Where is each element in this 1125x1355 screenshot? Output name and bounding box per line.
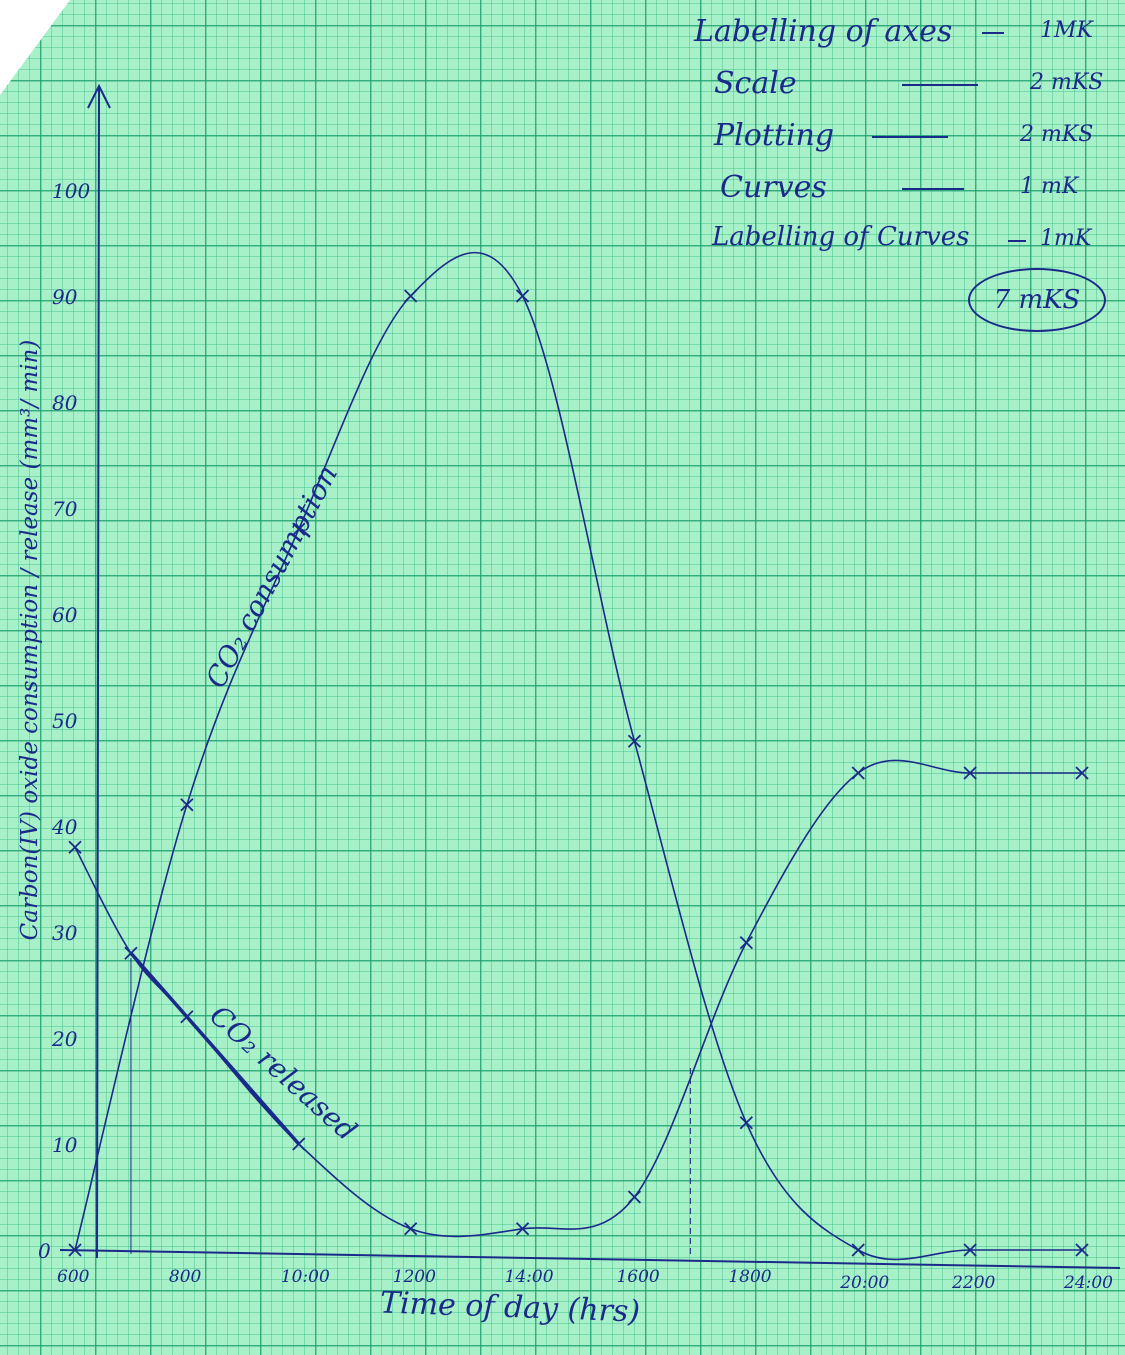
x-tick-label: 20:00	[839, 1273, 889, 1293]
data-point-co2-released	[627, 1190, 642, 1204]
data-point-co2-consumption	[739, 1116, 753, 1130]
marking-scheme: Labelling of axes 1MK Scale 2 mKS Plotti…	[690, 8, 1120, 268]
x-tick-label: 10:00	[281, 1267, 330, 1287]
data-markers	[68, 289, 1089, 1257]
marking-row: Plotting 2 mKS	[690, 112, 1120, 164]
data-point-co2-released	[180, 1010, 194, 1024]
data-point-co2-consumption	[68, 1243, 82, 1257]
x-tick-label: 1800	[728, 1267, 771, 1287]
y-axis-line	[96, 87, 100, 1259]
marking-row-label: Labelling of Curves	[712, 222, 970, 252]
marking-row-marks: 2 mKS	[1020, 122, 1094, 147]
data-point-co2-consumption	[404, 289, 418, 303]
data-point-co2-released	[515, 1222, 530, 1236]
y-tick-label: 30	[52, 921, 78, 945]
series-label-consumption: CO₂ consumption	[199, 460, 344, 694]
data-point-co2-consumption	[180, 798, 194, 812]
data-point-co2-consumption	[851, 1243, 865, 1257]
data-point-co2-consumption	[515, 289, 530, 303]
marking-row-marks: 2 mKS	[1030, 70, 1104, 95]
marking-dash	[902, 84, 978, 86]
data-point-co2-consumption	[292, 522, 306, 536]
y-tick-label: 10	[52, 1133, 78, 1157]
series-line-co2-consumption	[74, 251, 1083, 1261]
x-tick-label: 600	[57, 1267, 90, 1287]
y-tick-labels: 0 10 20 30 40 50 60 70 80 90 100	[38, 179, 90, 1263]
y-tick-label: 40	[51, 815, 78, 839]
data-point-co2-released	[124, 946, 138, 960]
marking-total-circled: 7 mKS	[968, 268, 1106, 332]
marking-row-marks: 1MK	[1040, 18, 1093, 43]
x-tick-label: 1600	[616, 1267, 659, 1287]
x-tick-label: 2200	[951, 1273, 995, 1293]
y-tick-label: 70	[52, 497, 78, 521]
data-point-co2-released	[851, 766, 865, 780]
x-tick-label: 800	[169, 1267, 202, 1287]
series-line-co2-released-emphasis	[129, 952, 301, 1146]
y-tick-label: 100	[52, 179, 90, 203]
marking-dash	[982, 32, 1004, 34]
data-point-co2-released	[1075, 766, 1089, 780]
y-tick-label: 0	[38, 1239, 51, 1263]
marking-row-marks: 1 mK	[1020, 174, 1079, 199]
marking-row: Labelling of axes 1MK	[690, 8, 1120, 60]
x-tick-label: 24:00	[1063, 1273, 1113, 1293]
y-tick-label: 90	[52, 285, 78, 309]
marking-row: Curves 1 mK	[690, 164, 1120, 216]
data-point-co2-released	[292, 1137, 306, 1151]
marking-row-label: Curves	[720, 170, 827, 205]
data-point-co2-released	[963, 766, 977, 780]
marking-row: Labelling of Curves 1mK	[690, 216, 1120, 268]
data-point-co2-consumption	[963, 1243, 977, 1257]
marking-row-label: Plotting	[714, 118, 835, 153]
marking-row: Scale 2 mKS	[690, 60, 1120, 112]
y-tick-label: 60	[52, 603, 78, 627]
data-point-co2-consumption	[627, 734, 642, 748]
y-tick-label: 20	[51, 1027, 78, 1051]
x-tick-label: 14:00	[505, 1267, 554, 1287]
data-point-co2-released	[739, 935, 753, 950]
series-lines	[74, 251, 1083, 1261]
y-axis-arrow	[87, 83, 111, 109]
marking-row-label: Labelling of axes	[694, 14, 953, 49]
data-point-co2-consumption	[1075, 1243, 1089, 1257]
y-tick-label: 50	[52, 709, 78, 733]
y-axis-label-text: Carbon(IV) oxide consumption / release (…	[17, 339, 43, 941]
axes	[59, 83, 1121, 1269]
data-point-co2-released	[68, 840, 82, 854]
marking-row-label: Scale	[714, 66, 797, 101]
x-tick-label: 1200	[393, 1267, 436, 1287]
marking-dash	[1008, 240, 1026, 242]
torn-page-corner	[0, 0, 70, 95]
data-point-co2-released	[404, 1222, 418, 1236]
x-tick-labels: 600 800 10:00 1200 14:00 1600 1800 20:00 2200 24:…	[57, 1267, 1113, 1293]
series-labels: CO₂ consumption CO₂ released	[199, 460, 363, 1148]
marking-row-marks: 1mK	[1040, 226, 1092, 251]
marking-dash	[902, 188, 964, 190]
x-axis-line	[59, 1249, 1121, 1269]
y-tick-label: 80	[52, 391, 78, 415]
marking-dash	[872, 136, 948, 138]
